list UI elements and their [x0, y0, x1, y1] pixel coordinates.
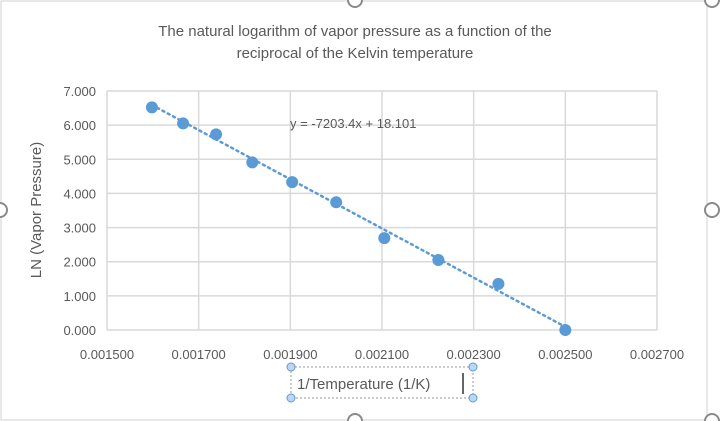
data-point: [246, 156, 259, 169]
x-tick-label: 0.001500: [80, 347, 134, 362]
data-point: [492, 277, 505, 290]
chart-title-line-2[interactable]: reciprocal of the Kelvin temperature: [237, 45, 474, 62]
chart-title-line-1[interactable]: The natural logarithm of vapor pressure …: [158, 23, 552, 40]
resize-handle[interactable]: [468, 393, 478, 403]
resize-handle[interactable]: [468, 362, 478, 372]
x-tick-label: 0.002100: [355, 347, 409, 362]
y-tick-label: 4.000: [63, 186, 96, 201]
x-tick-label: 0.002300: [447, 347, 501, 362]
y-tick-label: 6.000: [63, 118, 96, 133]
y-tick-label: 3.000: [63, 221, 96, 236]
x-tick-label: 0.001700: [172, 347, 226, 362]
data-point: [330, 196, 343, 209]
data-point: [559, 324, 572, 336]
data-point: [177, 117, 190, 130]
data-point: [145, 101, 158, 114]
y-tick-label: 2.000: [63, 255, 96, 270]
data-point: [210, 128, 223, 141]
data-point: [286, 176, 299, 189]
x-tick-label: 0.002700: [630, 347, 684, 362]
chart-resize-handle[interactable]: [347, 413, 363, 421]
chart-resize-handle[interactable]: [704, 202, 720, 218]
chart-resize-handle[interactable]: [704, 0, 720, 8]
y-tick-label: 7.000: [63, 84, 96, 99]
chart-resize-handle[interactable]: [704, 413, 720, 421]
trendline: [150, 103, 567, 329]
x-tick-label: 0.001900: [263, 347, 317, 362]
trendline-equation[interactable]: y = -7203.4x + 18.101: [290, 116, 416, 131]
chart-resize-handle[interactable]: [347, 0, 363, 8]
data-point: [378, 232, 391, 245]
data-point: [432, 254, 445, 267]
y-tick-label: 1.000: [63, 289, 96, 304]
y-tick-label: 5.000: [63, 152, 96, 167]
chart-resize-handle[interactable]: [0, 202, 8, 218]
resize-handle[interactable]: [286, 393, 296, 403]
x-axis-title[interactable]: 1/Temperature (1/K): [297, 376, 430, 393]
resize-handle[interactable]: [286, 362, 296, 372]
y-axis-title[interactable]: LN (Vapor Pressure): [28, 142, 45, 278]
x-axis-title-selection-box: [290, 366, 474, 399]
x-tick-label: 0.002500: [538, 347, 592, 362]
y-tick-label: 0.000: [63, 323, 96, 338]
